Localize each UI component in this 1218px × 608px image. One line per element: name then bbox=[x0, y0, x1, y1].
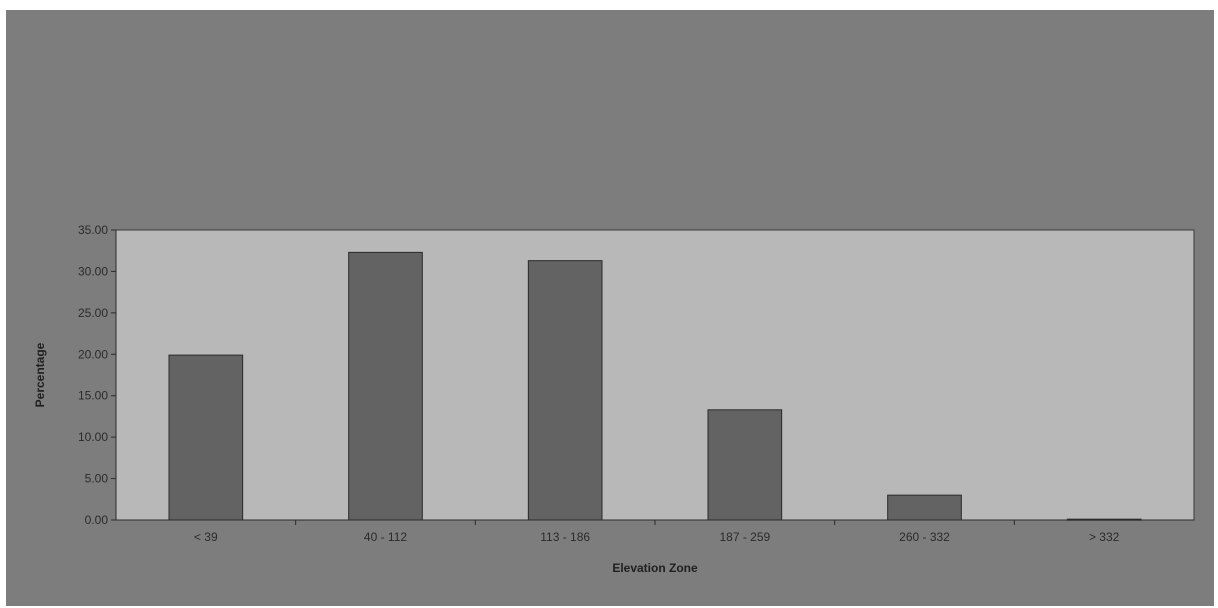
y-axis: 0.00 5.00 10.00 15.00 20.00 25.00 30.00 35.00 bbox=[78, 223, 117, 527]
y-tick-label: 30.00 bbox=[78, 264, 108, 278]
x-tick-label: 40 - 112 bbox=[364, 530, 407, 544]
y-tick-label: 35.00 bbox=[78, 223, 108, 237]
x-tick-label: 187 - 259 bbox=[719, 530, 770, 544]
x-tick-label: < 39 bbox=[194, 530, 218, 544]
bar bbox=[707, 409, 783, 521]
y-tick-label: 20.00 bbox=[78, 347, 108, 361]
bar bbox=[527, 260, 603, 521]
x-tick-label: 260 - 332 bbox=[899, 530, 950, 544]
x-tick-label: 113 - 186 bbox=[540, 530, 590, 544]
bar bbox=[887, 494, 962, 521]
plot-area bbox=[115, 229, 1195, 521]
y-tick-label: 0.00 bbox=[85, 513, 109, 527]
bar bbox=[348, 251, 423, 521]
x-tick-label: > 332 bbox=[1089, 530, 1120, 544]
y-tick-label: 25.00 bbox=[78, 306, 108, 320]
x-axis-title: Elevation Zone bbox=[612, 561, 698, 575]
y-tick-label: 5.00 bbox=[85, 472, 109, 486]
bar-chart: 0.00 5.00 10.00 15.00 20.00 25.00 30.00 35.00 <… bbox=[33, 223, 1195, 575]
y-axis-title: Percentage bbox=[33, 342, 47, 407]
y-tick-label: 15.00 bbox=[78, 389, 108, 403]
bar bbox=[168, 354, 244, 521]
chart-frame: 0.00 5.00 10.00 15.00 20.00 25.00 30.00 35.00 <… bbox=[6, 10, 1214, 606]
bars bbox=[168, 251, 1142, 521]
y-tick-label: 10.00 bbox=[78, 430, 108, 444]
x-axis: < 39 40 - 112 113 - 186 187 - 259 260 - 332 >… bbox=[116, 519, 1194, 544]
